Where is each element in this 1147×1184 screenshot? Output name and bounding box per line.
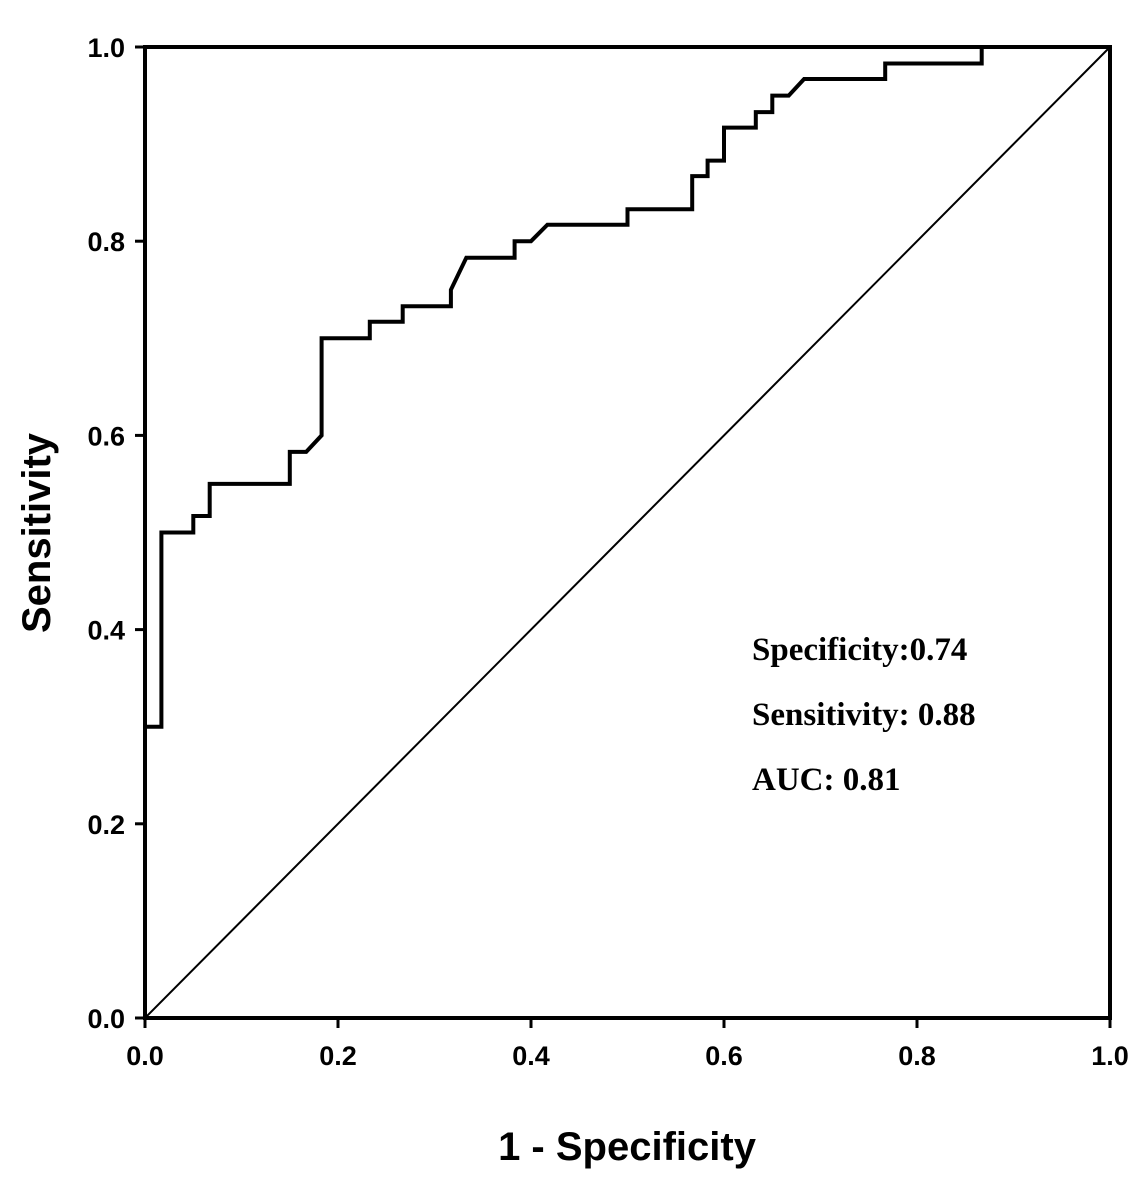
roc-chart: 0.0 0.2 0.4 0.6 0.8 1.0 0.0 0.2 0.4 0.6 0.8 1.0 1 … [0,0,1147,1184]
x-tick-label: 0.2 [319,1041,357,1071]
y-axis-ticks: 0.0 0.2 0.4 0.6 0.8 1.0 [87,33,145,1034]
annotation-sensitivity: Sensitivity: 0.88 [752,697,976,733]
annotation-specificity: Specificity:0.74 [752,632,967,668]
x-tick-label: 0.0 [126,1041,164,1071]
x-tick-label: 0.8 [898,1041,936,1071]
y-tick-label: 0.4 [87,616,125,646]
x-axis-title: 1 - Specificity [498,1125,757,1169]
y-tick-label: 1.0 [87,33,125,63]
y-tick-label: 0.2 [87,810,125,840]
x-tick-label: 0.4 [512,1041,550,1071]
y-tick-label: 0.8 [87,227,125,257]
x-axis-ticks: 0.0 0.2 0.4 0.6 0.8 1.0 [126,1018,1129,1071]
reference-diagonal-line [145,47,1110,1018]
x-tick-label: 0.6 [705,1041,743,1071]
plot-area [145,47,1110,1018]
y-tick-label: 0.6 [87,421,125,451]
y-tick-label: 0.0 [87,1004,125,1034]
x-tick-label: 1.0 [1091,1041,1129,1071]
y-axis-title: Sensitivity [15,432,59,633]
annotation-auc: AUC: 0.81 [752,762,900,798]
